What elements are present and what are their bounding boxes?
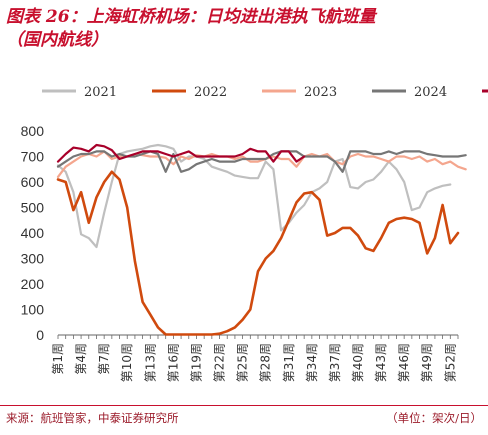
- x-tick-label: 第4周: [74, 343, 88, 375]
- x-tick-label: 第46周: [397, 343, 411, 382]
- x-tick-label: 第37周: [328, 343, 342, 382]
- y-tick-label-600: 600: [21, 174, 45, 190]
- series-line-2021: [56, 143, 452, 249]
- x-tick-label: 第43周: [374, 343, 388, 382]
- y-tick-label-800: 800: [21, 123, 45, 139]
- series-line-2022: [56, 170, 460, 336]
- x-tick-label: 第40周: [351, 343, 365, 382]
- y-tick-label-0: 0: [36, 327, 44, 343]
- x-tick-label: 第19周: [189, 343, 203, 382]
- y-tick-label-700: 700: [21, 149, 45, 165]
- x-tick-label: 第52周: [443, 343, 457, 382]
- x-tick-label: 第1周: [51, 343, 65, 375]
- y-tick-label-400: 400: [21, 225, 45, 241]
- source-note: 来源：航班管家，中泰证券研究所: [6, 411, 179, 425]
- unit-note: （单位：架次/日）: [386, 411, 482, 425]
- y-tick-label-100: 100: [21, 302, 45, 318]
- x-tick-label: 第31周: [282, 343, 296, 382]
- x-tick-label: 第34周: [305, 343, 319, 382]
- legend-label-2023: 2023: [304, 85, 337, 100]
- x-tick-label: 第13周: [143, 343, 157, 382]
- x-tick-label: 第10周: [120, 343, 134, 382]
- series-line-2025: [56, 143, 306, 163]
- footer-divider: [0, 405, 488, 406]
- legend-label-2024: 2024: [414, 85, 447, 100]
- x-tick-label: 第49周: [420, 343, 434, 382]
- legend: 20212022202320242025: [42, 85, 488, 100]
- chart-title: 图表 26：上海虹桥机场：日均进出港执飞航班量 （国内航线）: [6, 6, 484, 52]
- x-tick-label: 第25周: [236, 343, 250, 382]
- series-layer: [56, 143, 467, 336]
- title-line-2: （国内航线）: [6, 30, 108, 50]
- y-tick-label-300: 300: [21, 251, 45, 267]
- x-tick-label: 第7周: [97, 343, 111, 375]
- legend-label-2022: 2022: [194, 85, 227, 100]
- x-tick-label: 第16周: [166, 343, 180, 382]
- legend-label-2021: 2021: [84, 85, 117, 100]
- line-chart: 20212022202320242025 0100200300400500600…: [21, 85, 488, 382]
- title-line-1: 图表 26：上海虹桥机场：日均进出港执飞航班量: [6, 7, 376, 27]
- x-tick-label: 第22周: [213, 343, 227, 382]
- x-tick-label: 第28周: [259, 343, 273, 382]
- y-tick-label-500: 500: [21, 200, 45, 216]
- y-tick-label-200: 200: [21, 276, 45, 292]
